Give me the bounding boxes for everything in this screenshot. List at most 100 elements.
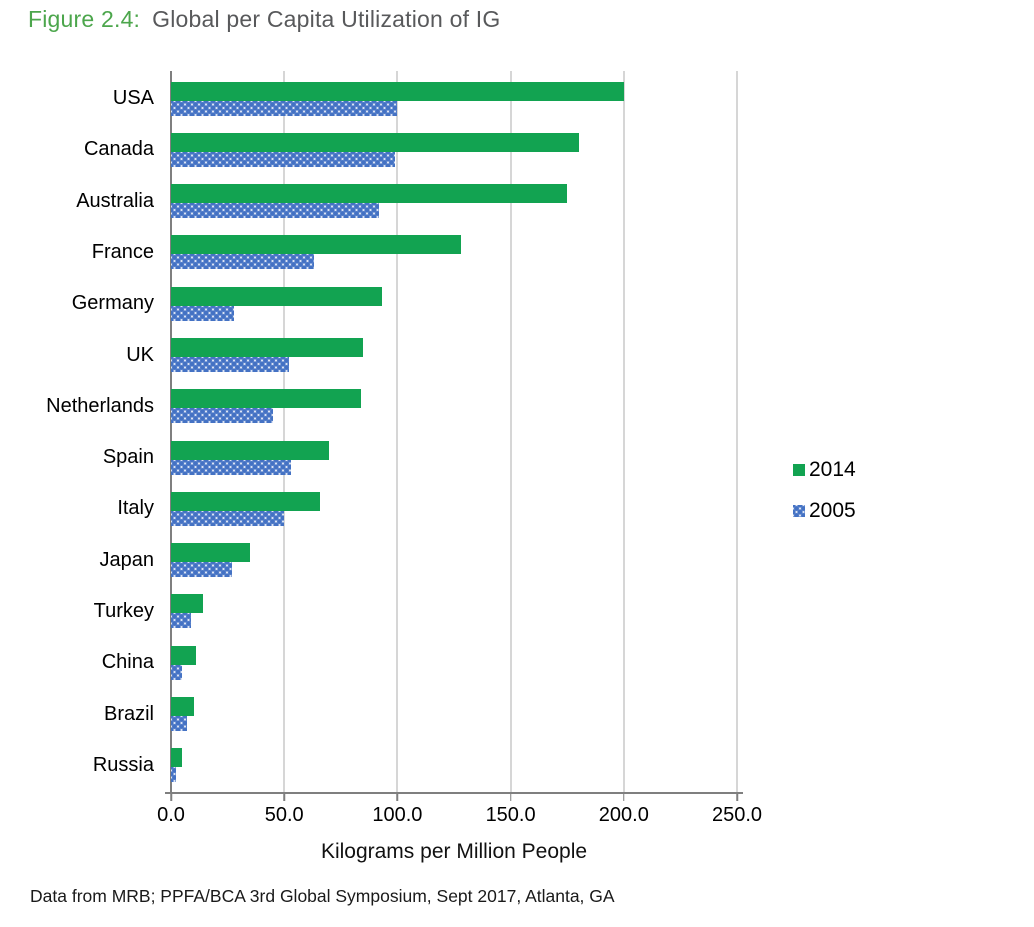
chart-row: France <box>0 227 737 278</box>
bar-track <box>171 432 737 483</box>
bar-2014-germany <box>171 286 382 306</box>
x-tick-mark <box>170 794 172 801</box>
bar-track <box>171 483 737 534</box>
bar-track <box>171 381 737 432</box>
bar-2014-australia <box>171 184 568 204</box>
bar-2014-japan <box>171 543 251 563</box>
chart-row: Australia <box>0 176 737 227</box>
bar-2014-spain <box>171 440 330 460</box>
bar-2005-uk <box>171 357 289 373</box>
x-tick-mark <box>623 794 625 801</box>
category-label: Italy <box>117 497 154 520</box>
x-axis-tick-labels: 0.0 50.0 100.0 150.0 200.0 250.0 <box>157 804 762 828</box>
bar-2014-brazil <box>171 697 194 717</box>
category-label: Brazil <box>103 702 154 725</box>
bar-group <box>171 748 737 783</box>
bar-2005-japan <box>171 562 233 578</box>
bar-2005-spain <box>171 459 291 475</box>
bar-group <box>171 286 737 321</box>
x-tick-label: 0.0 <box>157 804 185 826</box>
bar-group <box>171 389 737 424</box>
bar-track <box>171 535 737 586</box>
chart-row: Italy <box>0 483 737 534</box>
category-label: Turkey <box>93 599 154 622</box>
bar-2005-russia <box>171 767 176 783</box>
legend-entry-2005: 2005 <box>793 499 856 523</box>
bar-group <box>171 491 737 526</box>
bar-2005-turkey <box>171 613 192 629</box>
x-axis-line <box>165 792 743 794</box>
chart-row: Russia <box>0 740 737 791</box>
chart-row: USA <box>0 73 737 124</box>
bar-track <box>171 740 737 791</box>
chart-row: Turkey <box>0 586 737 637</box>
bar-2014-italy <box>171 491 321 511</box>
bar-2005-france <box>171 254 314 270</box>
category-label: Canada <box>83 138 154 161</box>
bar-2005-canada <box>171 151 396 167</box>
legend-label-2005: 2005 <box>809 499 856 522</box>
bar-group <box>171 338 737 373</box>
bar-2005-australia <box>171 203 380 219</box>
figure-title-text: Global per Capita Utilization of IG <box>152 6 501 32</box>
bar-2014-france <box>171 235 461 255</box>
bar-2014-netherlands <box>171 389 362 409</box>
bar-track <box>171 176 737 227</box>
category-label: Japan <box>99 548 155 571</box>
chart-row: Canada <box>0 124 737 175</box>
bar-group <box>171 81 737 116</box>
x-tick-mark <box>396 794 399 801</box>
category-label: Netherlands <box>46 394 154 417</box>
figure-title: Figure 2.4: Global per Capita Utilization… <box>28 6 500 33</box>
legend-swatch-2005 <box>793 505 805 517</box>
category-label: China <box>101 651 154 674</box>
x-tick-label: 50.0 <box>264 804 304 826</box>
x-tick-label: 150.0 <box>485 804 536 826</box>
bar-2014-usa <box>171 81 624 101</box>
chart-row: Brazil <box>0 688 737 739</box>
bar-2014-uk <box>171 338 364 358</box>
x-tick-label: 100.0 <box>372 804 423 826</box>
legend: 2014 2005 <box>793 458 856 540</box>
source-note: Data from MRB; PPFA/BCA 3rd Global Sympo… <box>30 886 615 906</box>
bar-2014-canada <box>171 132 579 152</box>
bar-group <box>171 235 737 270</box>
bar-2014-russia <box>171 748 183 768</box>
bar-track <box>171 124 737 175</box>
x-axis-ticks <box>170 794 738 801</box>
bar-track <box>171 688 737 739</box>
bar-2005-italy <box>171 510 285 526</box>
category-label: UK <box>126 343 154 366</box>
category-label: Australia <box>76 189 154 212</box>
chart-row: Germany <box>0 278 737 329</box>
chart-row: China <box>0 637 737 688</box>
bar-group <box>171 543 737 578</box>
category-label: Germany <box>71 292 154 315</box>
bar-2014-china <box>171 645 196 665</box>
bar-track <box>171 73 737 124</box>
bar-2005-netherlands <box>171 408 273 424</box>
chart-row: Japan <box>0 535 737 586</box>
legend-entry-2014: 2014 <box>793 458 856 482</box>
bar-2014-turkey <box>171 594 203 614</box>
category-label: Spain <box>102 446 154 469</box>
bar-track <box>171 227 737 278</box>
x-tick-mark <box>509 794 512 801</box>
legend-swatch-2014 <box>793 464 805 476</box>
bar-2005-usa <box>171 100 398 116</box>
plot-rows: USA Canada Australia France Germany UK Netherl… <box>0 73 737 791</box>
bar-track <box>171 278 737 329</box>
bar-track <box>171 329 737 380</box>
x-tick-mark <box>736 794 738 801</box>
bar-2005-china <box>171 664 183 680</box>
x-tick-label: 200.0 <box>598 804 649 826</box>
chart-row: UK <box>0 329 737 380</box>
bar-2005-brazil <box>171 716 187 732</box>
category-label: Russia <box>92 753 154 776</box>
bar-2005-germany <box>171 305 235 321</box>
category-label: USA <box>112 87 154 110</box>
chart-row: Netherlands <box>0 381 737 432</box>
figure-number: Figure 2.4: <box>28 6 141 32</box>
chart-row: Spain <box>0 432 737 483</box>
